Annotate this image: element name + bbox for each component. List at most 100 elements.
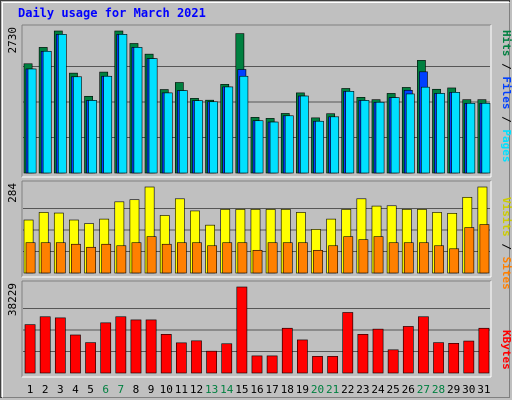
- x-tick-label: 24: [371, 383, 385, 396]
- bar-pages-26: [405, 93, 415, 174]
- bar-kbytes-3: [54, 317, 66, 374]
- bar-pages-21: [330, 116, 340, 174]
- bar-kbytes-4: [70, 334, 81, 374]
- bar-sites-1: [25, 242, 36, 274]
- bar-pages-3: [57, 34, 67, 174]
- x-tick-label: 10: [160, 383, 173, 396]
- bar-kbytes-31: [478, 327, 490, 374]
- x-tick-label: 11: [175, 383, 188, 396]
- bar-sites-16: [252, 249, 263, 274]
- bar-kbytes-10: [160, 334, 172, 374]
- bar-sites-22: [343, 236, 354, 274]
- bar-kbytes-5: [85, 342, 96, 374]
- y-max-label-hits-files-pages: 2730: [6, 27, 19, 54]
- bar-sites-3: [55, 242, 66, 274]
- bar-sites-26: [403, 242, 414, 274]
- x-tick-label: 30: [462, 383, 475, 396]
- x-tick-label: 3: [57, 383, 64, 396]
- bar-pages-6: [103, 75, 113, 174]
- bar-pages-23: [360, 100, 370, 174]
- x-tick-label: 31: [477, 383, 490, 396]
- bar-pages-13: [209, 101, 218, 174]
- bar-kbytes-22: [342, 312, 354, 374]
- x-tick-label: 7: [118, 383, 125, 396]
- y-max-label-kbytes: 38229: [6, 283, 19, 316]
- bar-sites-4: [71, 243, 81, 274]
- legend-visits-sites: Visits / Sites: [500, 197, 512, 290]
- bar-sites-28: [434, 245, 444, 274]
- bar-kbytes-1: [24, 324, 36, 374]
- bar-pages-18: [284, 115, 294, 174]
- bar-kbytes-9: [145, 319, 157, 374]
- bar-sites-21: [328, 245, 339, 274]
- bar-pages-16: [254, 120, 264, 174]
- bar-pages-25: [390, 97, 400, 174]
- bar-kbytes-23: [357, 334, 369, 374]
- x-tick-label: 6: [102, 383, 109, 396]
- bar-kbytes-11: [175, 342, 187, 374]
- bar-sites-11: [176, 242, 187, 274]
- bar-pages-17: [269, 121, 279, 174]
- bar-kbytes-17: [266, 355, 278, 374]
- bar-kbytes-30: [463, 340, 475, 374]
- bar-sites-6: [101, 243, 112, 274]
- bar-sites-31: [479, 224, 490, 274]
- x-tick-label: 1: [27, 383, 34, 396]
- y-max-label-visits-sites: 284: [6, 183, 19, 203]
- bar-kbytes-20: [312, 356, 323, 374]
- bar-pages-8: [133, 47, 143, 174]
- bar-kbytes-29: [448, 343, 460, 374]
- bar-sites-7: [116, 245, 127, 274]
- bar-pages-24: [375, 101, 385, 174]
- bar-kbytes-14: [221, 343, 233, 374]
- legend-hits-files-pages-files: Files: [500, 76, 512, 109]
- bar-kbytes-24: [372, 328, 384, 374]
- legend-hits-files-pages-sep1: /: [500, 57, 512, 77]
- bar-sites-19: [298, 242, 308, 274]
- x-tick-label: 19: [296, 383, 309, 396]
- bar-kbytes-28: [433, 342, 444, 374]
- x-tick-label: 21: [326, 383, 339, 396]
- bar-kbytes-19: [297, 339, 308, 374]
- bar-sites-27: [419, 242, 429, 274]
- bar-sites-23: [358, 239, 369, 274]
- legend-visits-sites-sep1: /: [500, 237, 512, 257]
- x-tick-label: 15: [235, 383, 248, 396]
- bar-kbytes-16: [251, 355, 263, 374]
- bar-sites-10: [161, 243, 172, 274]
- x-tick-label: 12: [190, 383, 203, 396]
- bar-kbytes-27: [418, 316, 429, 374]
- bar-kbytes-6: [100, 322, 112, 374]
- x-tick-label: 16: [250, 383, 263, 396]
- bar-pages-11: [178, 90, 188, 174]
- bar-sites-15: [237, 242, 248, 274]
- bar-pages-4: [73, 76, 82, 174]
- x-tick-label: 14: [220, 383, 234, 396]
- bar-kbytes-21: [327, 356, 339, 374]
- chart-title: Daily usage for March 2021: [18, 6, 206, 20]
- x-tick-label: 17: [266, 383, 279, 396]
- bar-sites-18: [282, 242, 293, 274]
- legend-hits-files-pages: Hits / Files / Pages: [500, 30, 512, 163]
- legend-hits-files-pages-sep3: /: [500, 110, 512, 130]
- bar-pages-1: [27, 68, 37, 174]
- bar-kbytes-12: [191, 340, 202, 374]
- x-tick-label: 9: [148, 383, 155, 396]
- bar-pages-28: [436, 93, 445, 174]
- x-tick-label: 29: [447, 383, 460, 396]
- bar-sites-14: [222, 242, 233, 274]
- legend-kbytes-kbytes: KBytes: [500, 330, 512, 370]
- x-tick-label: 28: [432, 383, 445, 396]
- bar-sites-24: [373, 236, 384, 274]
- bar-sites-2: [40, 242, 51, 274]
- bar-sites-8: [131, 242, 142, 274]
- legend-hits-files-pages-pages: Pages: [500, 129, 512, 162]
- bar-sites-17: [267, 242, 278, 274]
- x-tick-label: 23: [356, 383, 369, 396]
- legend-visits-sites-visits: Visits: [500, 197, 512, 237]
- bar-sites-25: [388, 242, 399, 274]
- legend-kbytes: KBytes: [500, 330, 512, 370]
- x-tick-label: 20: [311, 383, 324, 396]
